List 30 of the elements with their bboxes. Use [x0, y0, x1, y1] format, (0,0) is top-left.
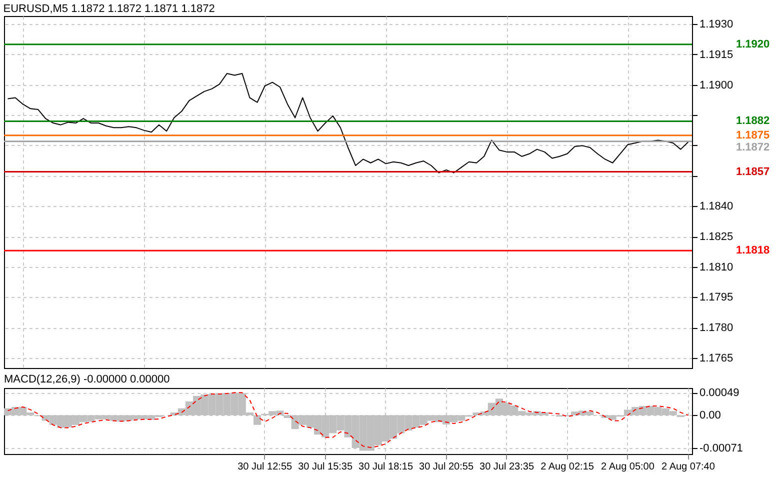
chart-title: MACD(12,26,9) -0.00000 0.00000: [4, 374, 170, 386]
ref-line-label: 1.1818: [736, 244, 770, 257]
y-tick-label: 1.1825: [700, 231, 734, 244]
y-tick-label: 1.1780: [700, 322, 734, 334]
y-tick-label: 0.00049: [700, 387, 740, 400]
ref-line-label: 1.1875: [736, 129, 770, 142]
ref-line-label: 1.1857: [736, 166, 770, 178]
y-tick-label: 1.1915: [700, 48, 734, 61]
y-tick-label: 1.1795: [700, 292, 734, 304]
y-tick-label: 1.1810: [700, 261, 734, 274]
y-tick-label: -0.00071: [700, 442, 743, 454]
y-tick-label: 1.1930: [700, 18, 734, 31]
y-tick-label: 0.00: [700, 410, 721, 422]
x-tick-label: 2 Aug 07:40: [662, 462, 716, 472]
y-tick-label: 1.1765: [700, 352, 734, 364]
ref-line-label: 1.1920: [736, 38, 770, 50]
x-tick-label: 30 Jul 12:55: [238, 462, 293, 472]
ref-line-label: 1.1872: [736, 141, 770, 154]
y-tick-label: 1.1840: [700, 200, 734, 213]
x-tick-label: 2 Aug 02:15: [540, 462, 594, 472]
ref-line-label: 1.1882: [736, 115, 770, 128]
x-tick-label: 30 Jul 18:15: [358, 462, 414, 472]
x-tick-label: 30 Jul 20:55: [419, 462, 474, 472]
x-tick-label: 30 Jul 15:35: [298, 462, 353, 472]
line-series: [7, 392, 689, 448]
y-tick-label: 1.1900: [700, 79, 734, 92]
x-tick-label: 2 Aug 05:00: [601, 462, 655, 472]
chart-title: EURUSD,M5 1.1872 1.1872 1.1871 1.1872: [3, 3, 215, 15]
line-series: [7, 72, 689, 174]
x-tick-label: 30 Jul 23:35: [480, 462, 534, 472]
